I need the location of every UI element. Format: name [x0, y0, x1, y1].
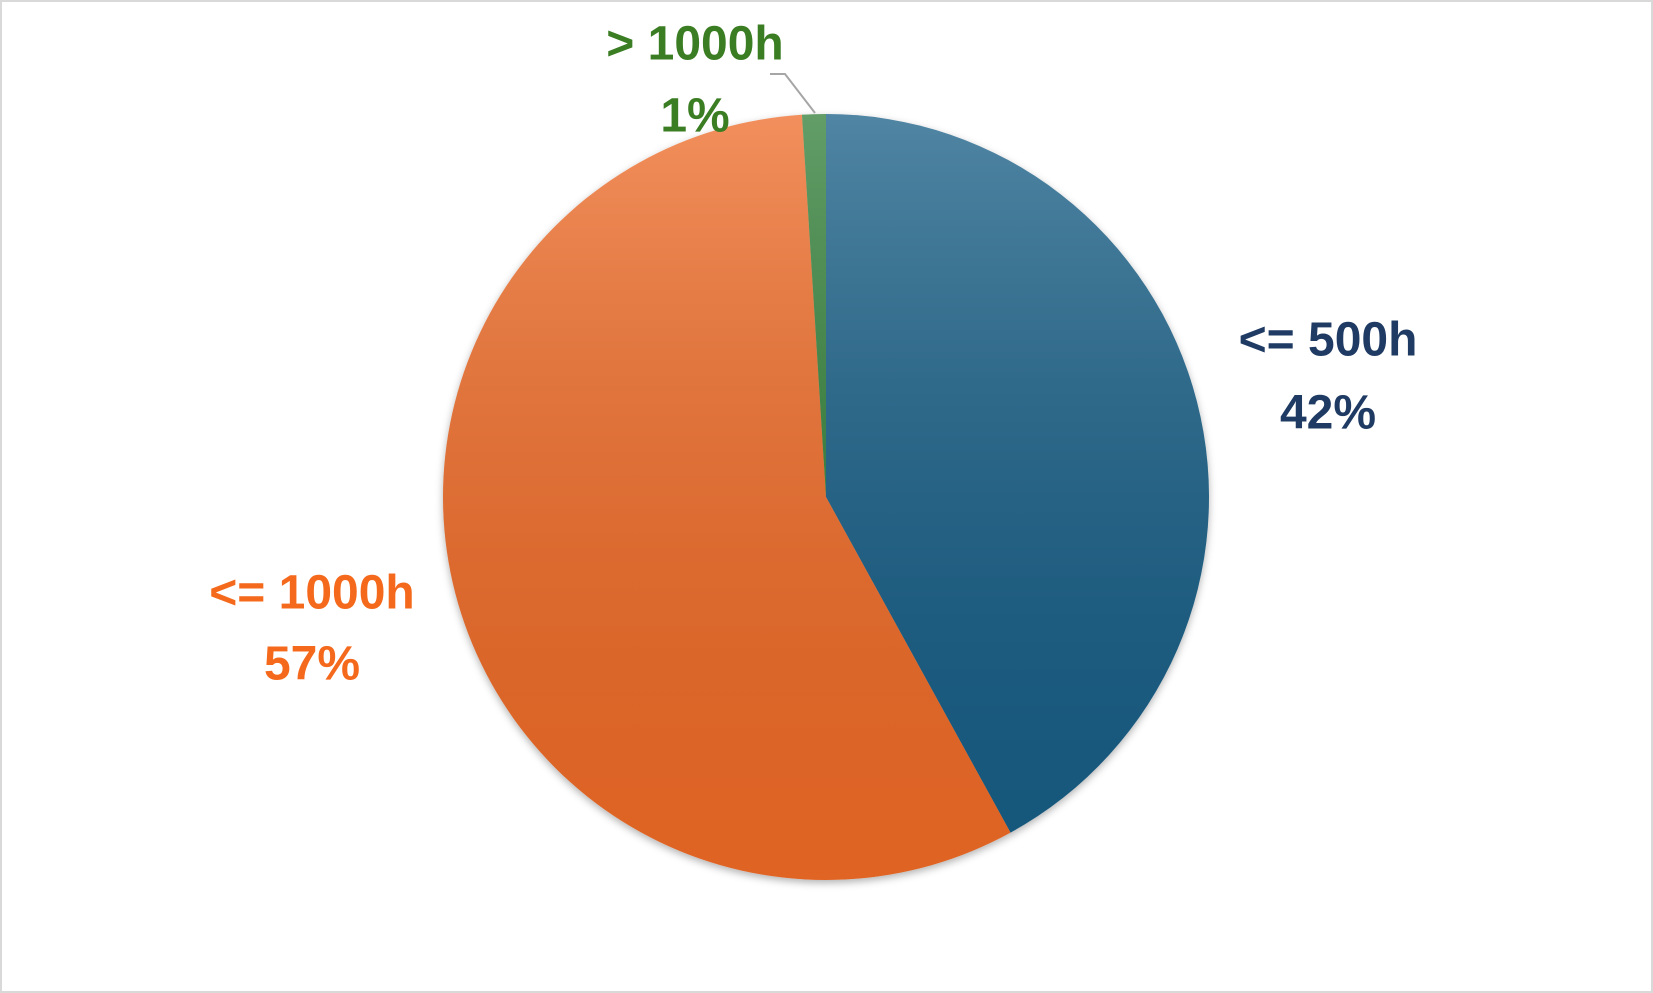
value-label: 1% — [660, 90, 729, 143]
pie — [443, 114, 1210, 881]
slice-label: <= 500h — [1239, 314, 1418, 367]
slice-label: <= 1000h — [209, 567, 415, 620]
value-label: 57% — [264, 638, 360, 691]
slice-label: > 1000h — [606, 18, 783, 71]
leader-line — [770, 73, 816, 114]
value-label: 42% — [1280, 387, 1376, 440]
